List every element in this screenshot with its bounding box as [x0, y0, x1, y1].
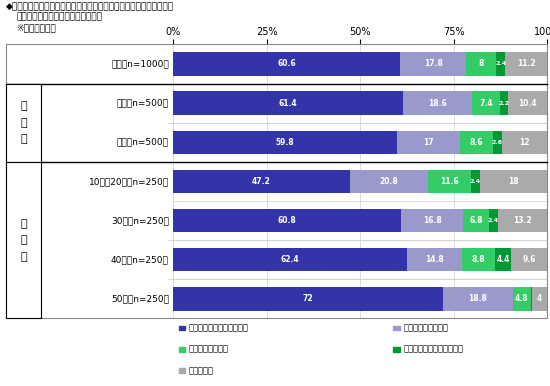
Text: 40代【n=250】: 40代【n=250】 — [111, 255, 169, 264]
Bar — [472, 91, 500, 115]
Text: 停止して様子をみる: 停止して様子をみる — [403, 323, 448, 333]
Bar — [508, 91, 547, 115]
Text: 17.8: 17.8 — [424, 59, 443, 68]
Bar — [502, 130, 547, 154]
Text: 9.6: 9.6 — [522, 255, 536, 264]
Bar — [489, 209, 498, 232]
Text: 72: 72 — [302, 295, 313, 303]
Bar — [512, 248, 547, 271]
Text: 6.8: 6.8 — [470, 216, 483, 225]
Bar — [462, 248, 495, 271]
Text: 4.8: 4.8 — [515, 295, 529, 303]
Bar — [505, 52, 547, 76]
Text: スピードを上げて進入する: スピードを上げて進入する — [403, 345, 463, 354]
Text: 60.8: 60.8 — [278, 216, 296, 225]
Bar — [400, 209, 464, 232]
Bar — [406, 248, 462, 271]
Text: 50代【n=250】: 50代【n=250】 — [111, 295, 169, 303]
Text: ゆっくり進入する: ゆっくり進入する — [189, 345, 229, 354]
Text: 18.8: 18.8 — [468, 295, 487, 303]
Bar — [466, 52, 497, 76]
Text: 男
女
別: 男 女 別 — [20, 101, 27, 144]
Text: 7.4: 7.4 — [480, 98, 493, 108]
Bar — [464, 209, 489, 232]
Text: 4.4: 4.4 — [497, 255, 510, 264]
Text: 女性【n=500】: 女性【n=500】 — [117, 138, 169, 147]
Text: 2.4: 2.4 — [488, 218, 499, 223]
Text: 年
代
別: 年 代 別 — [20, 219, 27, 262]
Bar — [427, 170, 471, 193]
Bar — [443, 287, 513, 311]
Text: 2.4: 2.4 — [496, 61, 507, 66]
Text: 18.6: 18.6 — [428, 98, 447, 108]
Text: わからない: わからない — [189, 366, 213, 375]
Text: 16.8: 16.8 — [423, 216, 442, 225]
Text: 男性【n=500】: 男性【n=500】 — [117, 98, 169, 108]
Text: ※単一回答形式: ※単一回答形式 — [16, 24, 56, 32]
Bar — [350, 170, 427, 193]
Bar — [497, 52, 505, 76]
Text: 2.6: 2.6 — [492, 140, 503, 145]
Text: 8.8: 8.8 — [471, 255, 485, 264]
Text: 全体【n=1000】: 全体【n=1000】 — [111, 59, 169, 68]
Bar — [173, 209, 400, 232]
Bar — [173, 287, 443, 311]
Text: 11.2: 11.2 — [517, 59, 536, 68]
Bar — [403, 91, 472, 115]
Text: 12: 12 — [520, 138, 530, 147]
Text: 2.4: 2.4 — [470, 179, 481, 184]
Text: 14.8: 14.8 — [425, 255, 444, 264]
Text: 深さかわからない場合どうするか: 深さかわからない場合どうするか — [16, 13, 102, 22]
Text: 13.2: 13.2 — [513, 216, 532, 225]
Text: 18: 18 — [508, 177, 519, 186]
Text: 17: 17 — [424, 138, 434, 147]
Bar — [397, 130, 460, 154]
Text: 61.4: 61.4 — [279, 98, 298, 108]
Bar — [493, 130, 502, 154]
Text: 8.6: 8.6 — [470, 138, 483, 147]
Text: 62.4: 62.4 — [280, 255, 299, 264]
Bar — [513, 287, 531, 311]
Text: 30代【n=250】: 30代【n=250】 — [111, 216, 169, 225]
Bar — [173, 248, 406, 271]
Text: 11.6: 11.6 — [440, 177, 459, 186]
Text: 10代・20代【n=250】: 10代・20代【n=250】 — [89, 177, 169, 186]
Text: ◆走行している道路の前方が冠水しており、冠水部分がどのくらいの: ◆走行している道路の前方が冠水しており、冠水部分がどのくらいの — [6, 2, 174, 11]
Text: 4: 4 — [537, 295, 542, 303]
Bar — [173, 130, 397, 154]
Bar — [471, 170, 480, 193]
Bar — [173, 170, 350, 193]
Bar — [531, 287, 532, 311]
Text: 進入せずにすぎに引き返す: 進入せずにすぎに引き返す — [189, 323, 249, 333]
Text: 60.6: 60.6 — [277, 59, 296, 68]
Text: 10.4: 10.4 — [519, 98, 537, 108]
Bar — [173, 52, 400, 76]
Text: 20.8: 20.8 — [379, 177, 398, 186]
Bar — [173, 91, 403, 115]
Text: 8: 8 — [478, 59, 484, 68]
Bar — [532, 287, 547, 311]
Text: 47.2: 47.2 — [252, 177, 271, 186]
Bar — [498, 209, 547, 232]
Text: 2.2: 2.2 — [499, 101, 510, 106]
Bar — [500, 91, 508, 115]
Bar — [400, 52, 466, 76]
Bar — [495, 248, 512, 271]
Bar — [460, 130, 493, 154]
Text: 59.8: 59.8 — [276, 138, 294, 147]
Bar — [480, 170, 547, 193]
